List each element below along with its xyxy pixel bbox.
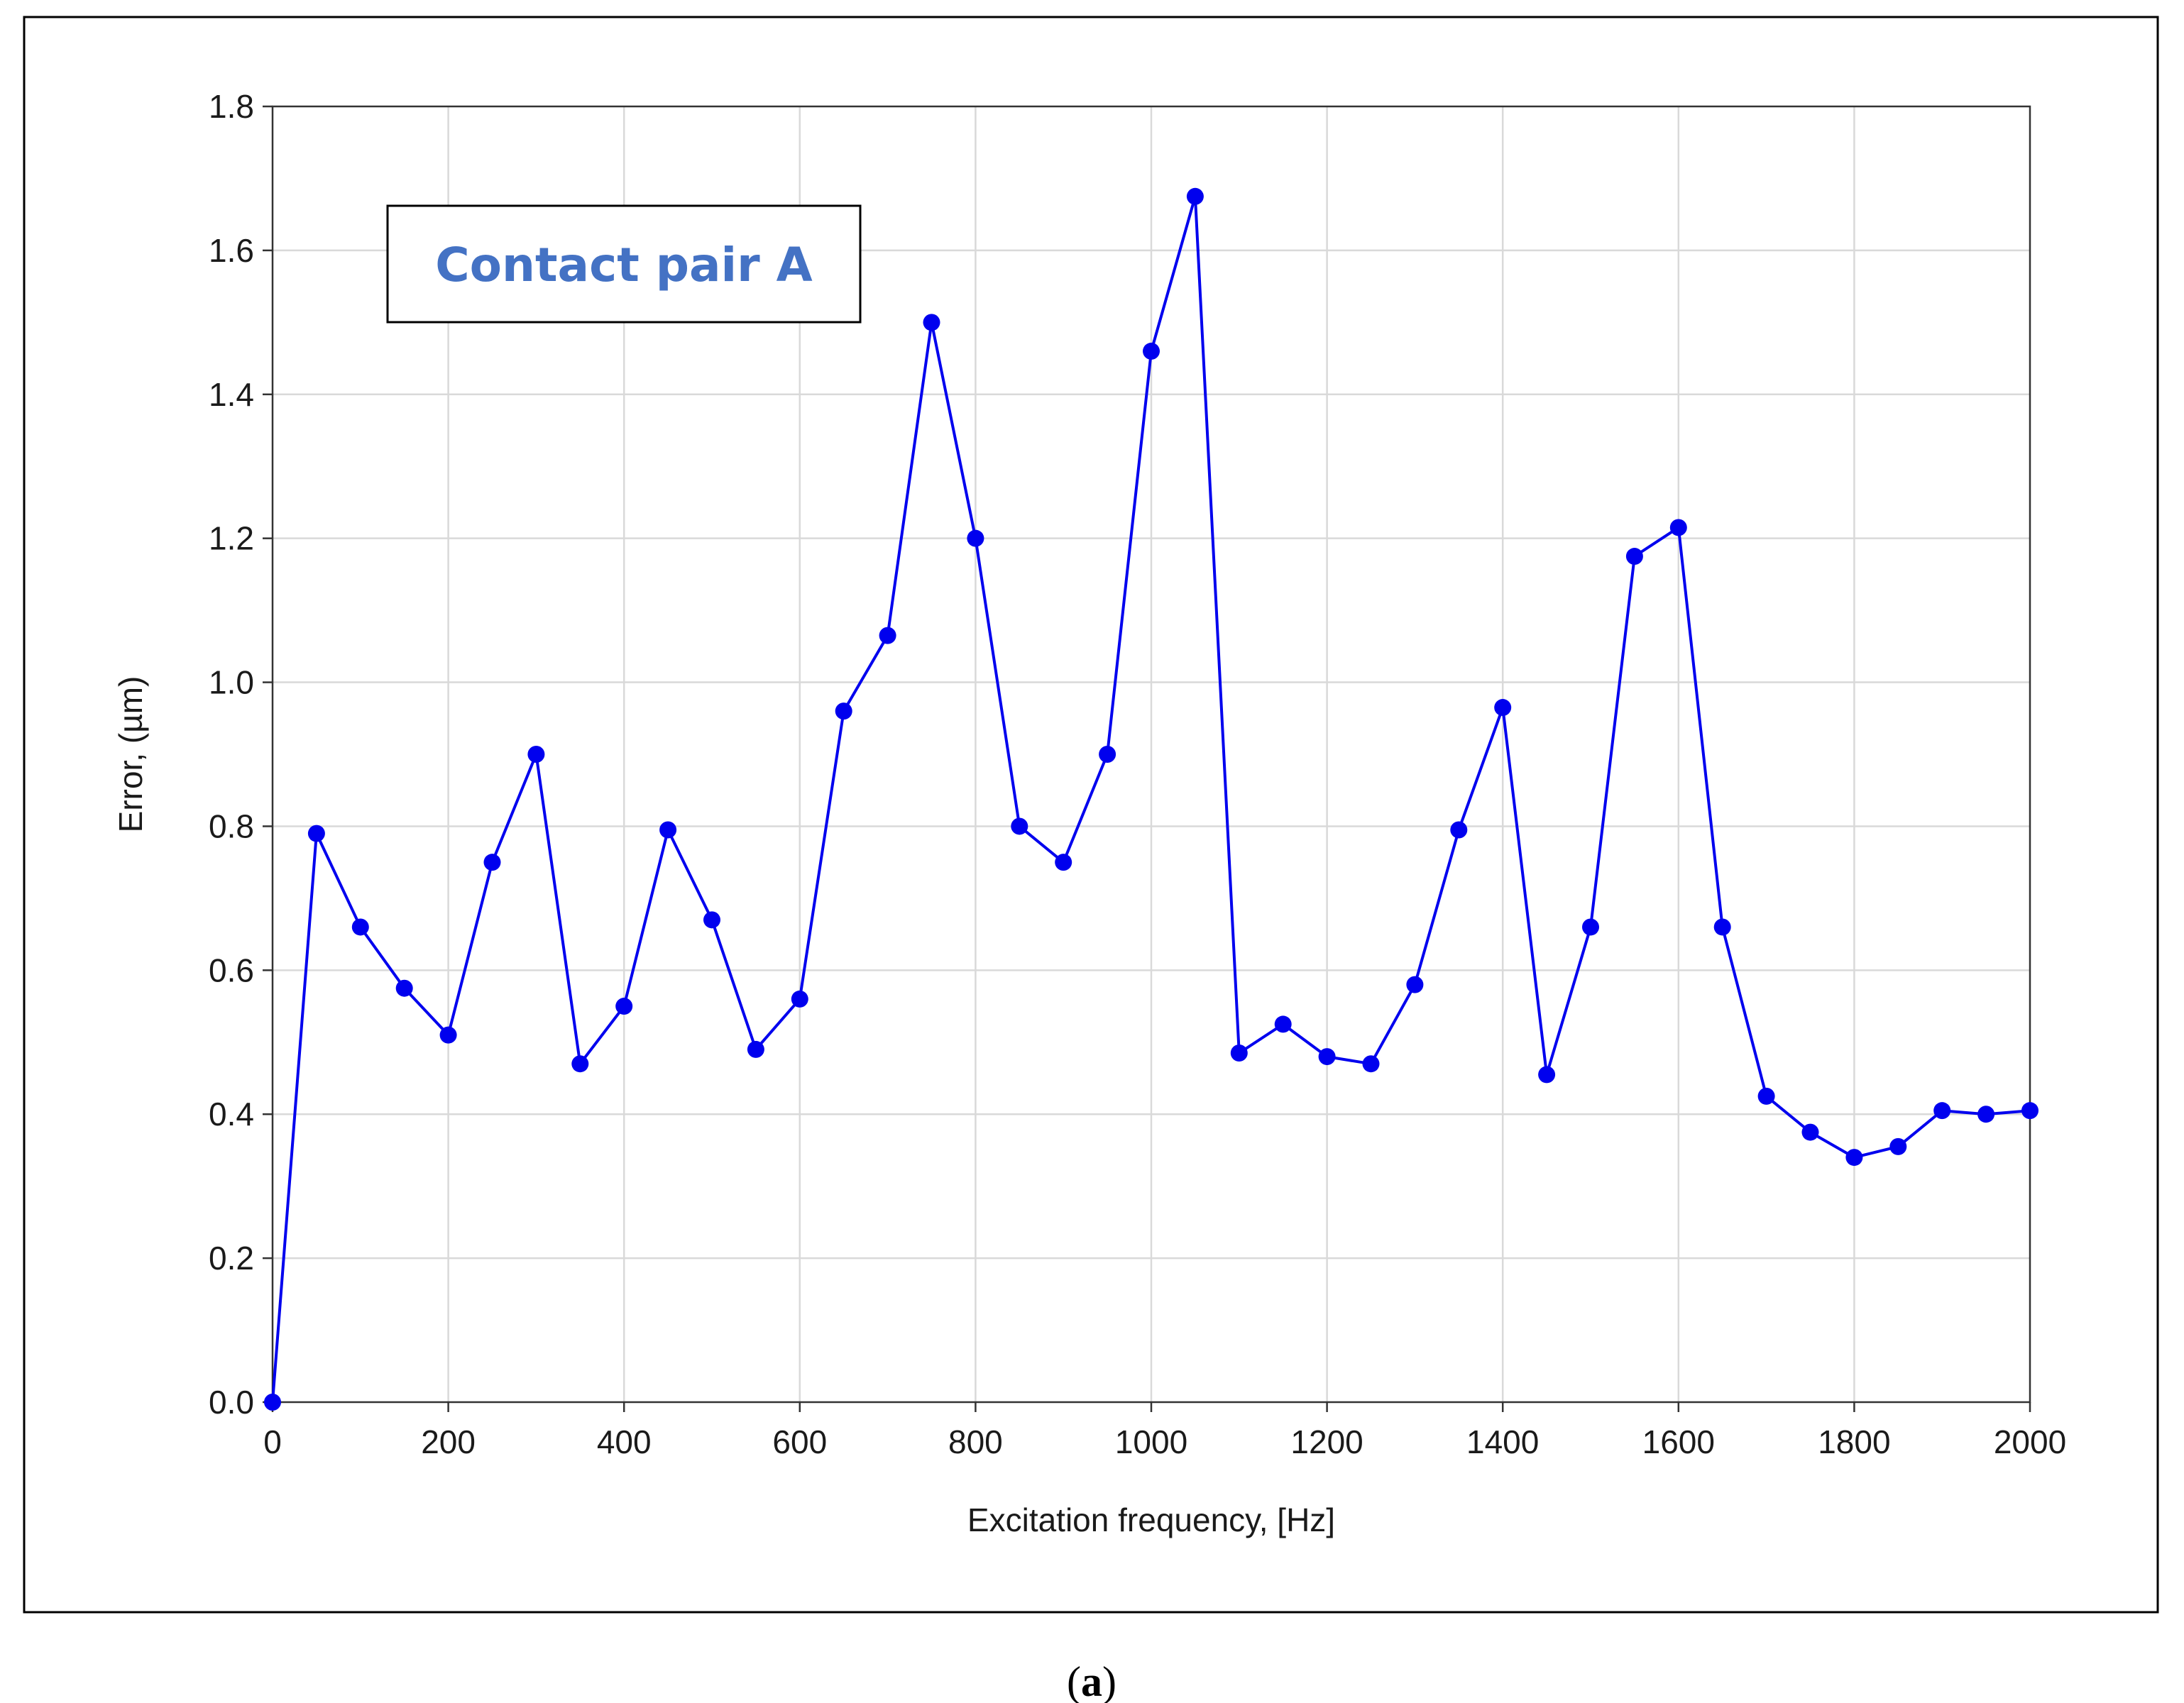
data-point [615,998,633,1015]
data-point [483,854,501,871]
data-point [264,1394,281,1411]
data-point [395,979,413,997]
figure-caption: (a) [1067,1658,1116,1703]
data-point [1143,342,1160,360]
data-point [1011,817,1028,835]
chart-frame [23,16,2159,1614]
data-point [527,746,545,763]
data-point [1450,821,1468,839]
annotation-box: Contact pair A [386,204,862,324]
y-axis-title: Error, (µm) [112,676,149,833]
x-tick-label: 600 [772,1423,827,1460]
data-point [1801,1123,1819,1141]
data-point [1186,187,1204,205]
data-point [307,825,325,842]
data-point [1625,548,1643,566]
data-point [1757,1087,1775,1105]
y-tick-label: 1.6 [209,232,254,269]
y-tick-label: 1.4 [209,376,254,413]
data-point [835,702,852,720]
series-group [264,187,2038,1411]
data-point [747,1040,764,1058]
data-point [1274,1015,1292,1033]
data-point [791,990,808,1008]
data-point [1889,1137,1907,1155]
data-point [1230,1044,1248,1062]
data-point [2021,1102,2038,1120]
y-tick-label: 0.0 [209,1384,254,1421]
data-point [1406,976,1424,993]
x-axis-title: Excitation frequency, [Hz] [967,1501,1335,1538]
data-point [879,627,896,644]
annotation-label: Contact pair A [435,238,813,292]
caption-open-paren: ( [1067,1658,1081,1703]
caption-letter: a [1081,1658,1102,1703]
data-point [439,1026,457,1044]
data-point [1362,1055,1380,1073]
data-point [1713,918,1731,936]
y-tick-label: 1.2 [209,520,254,557]
x-tick-label: 1400 [1466,1423,1539,1460]
x-tick-label: 1200 [1290,1423,1363,1460]
y-tick-label: 0.8 [209,808,254,844]
data-point [659,821,677,839]
x-tick-label: 400 [597,1423,652,1460]
data-point [1099,746,1116,763]
data-point [1318,1048,1336,1066]
y-tick-label: 0.2 [209,1240,254,1277]
data-point [1055,854,1072,871]
data-point [1582,918,1599,936]
x-tick-label: 0 [263,1423,282,1460]
axis-ticks: 0 200 400 600 800 1000 1200 1400 1600 1800 2000 0.0… [209,88,2066,1460]
x-tick-label: 2000 [1994,1423,2066,1460]
data-point [351,918,369,936]
x-tick-label: 1000 [1115,1423,1187,1460]
data-point [967,529,984,547]
data-point [1669,519,1687,536]
data-point [571,1055,589,1073]
data-point [1845,1149,1863,1167]
caption-close-paren: ) [1102,1658,1116,1703]
data-point [1494,699,1512,717]
x-tick-label: 800 [948,1423,1003,1460]
x-tick-label: 1800 [1818,1423,1890,1460]
data-point [1538,1066,1556,1084]
y-tick-label: 0.6 [209,952,254,988]
y-tick-label: 1.0 [209,664,254,701]
data-point [703,911,720,929]
y-tick-label: 1.8 [209,88,254,125]
data-point [1933,1102,1951,1120]
x-tick-label: 200 [421,1423,476,1460]
annotation-frame [386,204,862,324]
x-tick-label: 1600 [1642,1423,1715,1460]
data-point [923,314,940,331]
y-tick-label: 0.4 [209,1096,254,1132]
data-point [1977,1106,1995,1123]
